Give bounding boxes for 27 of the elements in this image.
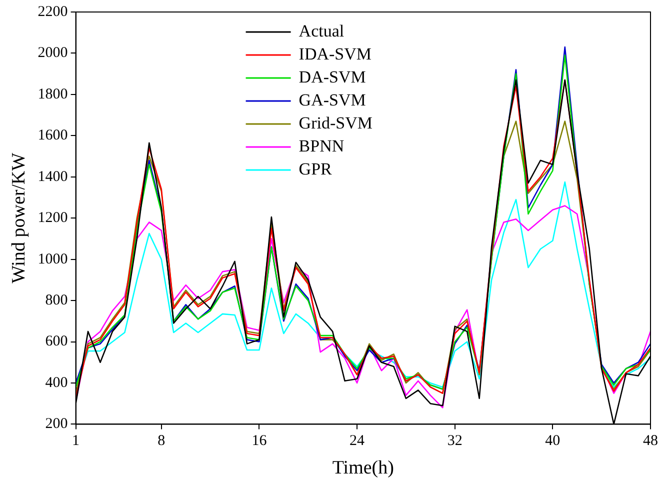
- x-tick-label: 8: [158, 433, 166, 450]
- legend-label: Actual: [298, 21, 344, 40]
- y-tick-label: 1000: [38, 251, 68, 268]
- x-tick-label: 32: [447, 433, 462, 450]
- y-tick-label: 1800: [38, 86, 68, 102]
- legend-label: IDA-SVM: [298, 44, 372, 64]
- y-tick-label: 400: [45, 374, 68, 391]
- x-tick-label: 24: [350, 433, 366, 450]
- x-tick-label: 40: [545, 433, 560, 450]
- legend-label: GPR: [298, 159, 333, 178]
- x-tick-label: 48: [643, 433, 658, 450]
- y-tick-label: 1600: [38, 128, 68, 144]
- x-tick-label: 16: [252, 433, 268, 450]
- legend-label: Grid-SVM: [298, 113, 372, 132]
- y-tick-label: 600: [45, 334, 68, 350]
- y-tick-label: 800: [45, 292, 68, 308]
- y-tick-label: 1400: [38, 168, 68, 185]
- x-axis-title: Time(h): [332, 458, 394, 479]
- x-tick-label: 1: [72, 433, 80, 450]
- legend-label: GA-SVM: [298, 90, 366, 110]
- y-tick-label: 2200: [38, 4, 68, 20]
- legend-label: DA-SVM: [298, 67, 366, 86]
- legend-label: BPNN: [298, 136, 344, 156]
- y-tick-label: 1200: [38, 210, 68, 226]
- y-tick-label: 200: [45, 416, 68, 432]
- y-axis-title: Wind power/KW: [8, 152, 30, 284]
- y-tick-label: 2000: [38, 45, 68, 62]
